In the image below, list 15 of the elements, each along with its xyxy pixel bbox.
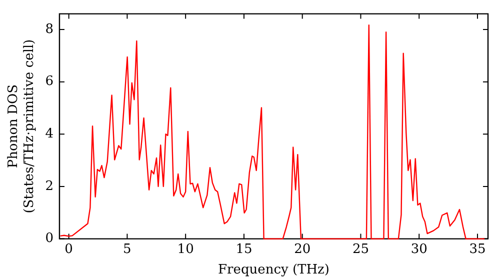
- x-tick-label: 35: [469, 242, 486, 257]
- y-tick-label: 4: [45, 126, 54, 142]
- x-tick-label: 15: [236, 242, 252, 257]
- x-tick-label: 30: [410, 242, 428, 257]
- y-tick-label: 6: [45, 74, 54, 90]
- y-tick-label: 8: [45, 22, 54, 37]
- y-tick-label: 0: [45, 231, 54, 246]
- x-tick-label: 0: [64, 242, 73, 257]
- x-tick-label: 5: [123, 242, 132, 257]
- x-axis-title: Frequency (THz): [218, 262, 330, 278]
- y-tick-label: 2: [45, 178, 54, 194]
- x-tick-label: 10: [177, 242, 194, 257]
- x-tick-label: 25: [352, 242, 369, 257]
- x-tick-label: 20: [294, 242, 311, 257]
- y-axis-title: Phonon DOS (States/THz·primitive cell): [6, 39, 37, 214]
